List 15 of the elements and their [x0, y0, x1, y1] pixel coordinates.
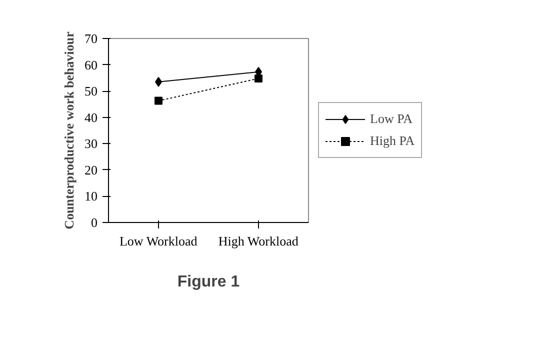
- y-tick-label: 60: [84, 57, 98, 72]
- y-tick-label: 0: [91, 215, 98, 230]
- y-axis-title: Counterproductive work behaviour: [62, 31, 76, 230]
- point: [154, 96, 162, 105]
- caption: Figure 1: [177, 274, 240, 290]
- y-tick-label: 20: [84, 162, 98, 178]
- y-tick-label: 70: [84, 31, 98, 46]
- legend-label: High PA: [370, 133, 415, 149]
- x-tick-label: High Workload: [218, 234, 299, 248]
- legend-label: Low PA: [370, 111, 413, 127]
- y-tick-label: 30: [84, 136, 98, 152]
- y-tick-label: 40: [84, 110, 98, 125]
- y-tick-label: 10: [84, 188, 98, 204]
- y-tick-label: 50: [84, 84, 98, 99]
- x-tick-label: Low Workload: [119, 234, 198, 248]
